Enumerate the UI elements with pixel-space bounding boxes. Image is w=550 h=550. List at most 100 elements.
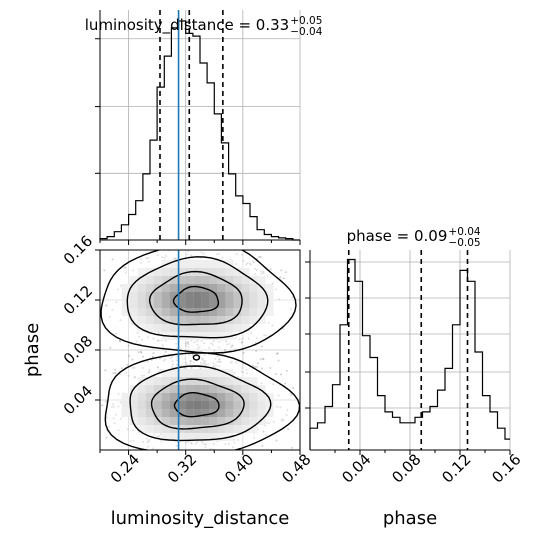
scatter-point (75, 372, 77, 374)
scatter-point (119, 284, 122, 287)
density-cell (177, 417, 186, 425)
density-cell (249, 284, 258, 292)
density-cell (201, 369, 210, 377)
scatter-point (260, 272, 263, 275)
scatter-point (108, 315, 111, 318)
density-cell (137, 324, 146, 332)
x-tick-label: 0.12 (438, 450, 474, 486)
scatter-point (308, 328, 310, 330)
density-cell (153, 393, 162, 401)
density-cell (201, 332, 210, 340)
scatter-point (255, 365, 258, 368)
scatter-point (89, 332, 91, 334)
scatter-point (241, 366, 244, 369)
density-cell (233, 377, 242, 385)
scatter-point (315, 310, 317, 312)
scatter-point (131, 358, 134, 361)
density-cell (265, 292, 274, 300)
scatter-point (172, 257, 175, 260)
scatter-point (170, 246, 172, 248)
scatter-point (290, 394, 293, 397)
scatter-point (204, 363, 207, 366)
scatter-point (135, 340, 138, 343)
scatter-point (184, 344, 187, 347)
scatter-point (221, 256, 224, 259)
hist-bin-phase (385, 412, 393, 450)
scatter-point (139, 350, 142, 353)
scatter-point (154, 463, 156, 465)
density-cell (241, 284, 250, 292)
scatter-point (210, 453, 212, 455)
hist-bin-luminosity-distance (200, 63, 207, 240)
scatter-point (133, 376, 136, 379)
density-cell (241, 276, 250, 284)
scatter-point (261, 444, 264, 447)
density-cell (185, 433, 194, 441)
scatter-point (192, 247, 194, 249)
density-cell (225, 417, 234, 425)
scatter-point (262, 430, 265, 433)
density-cell (177, 433, 186, 441)
density-cell (233, 409, 242, 417)
scatter-point (123, 266, 126, 269)
hist-bin-phase (430, 406, 438, 450)
scatter-point (129, 440, 132, 443)
scatter-point (203, 361, 206, 364)
density-cell (233, 425, 242, 433)
density-cell (121, 284, 130, 292)
scatter-point (203, 362, 206, 365)
density-cell (137, 409, 146, 417)
hist-bin-luminosity-distance (171, 28, 178, 240)
hist-bin-phase (333, 385, 341, 450)
scatter-point (228, 343, 231, 345)
scatter-point (305, 319, 307, 321)
scatter-point (212, 339, 215, 342)
density-cell (177, 409, 186, 417)
scatter-point (191, 353, 194, 356)
scatter-point (175, 257, 177, 260)
scatter-point (175, 363, 178, 366)
density-cell (209, 300, 218, 308)
density-cell (257, 276, 266, 284)
density-contour (129, 365, 272, 442)
density-cell (177, 284, 186, 292)
hist-bin-phase (400, 423, 408, 450)
density-cell (241, 425, 250, 433)
scatter-point (284, 382, 287, 385)
density-cell (137, 276, 146, 284)
density-cell (233, 385, 242, 393)
scatter-point (89, 419, 91, 421)
density-cell (145, 284, 154, 292)
scatter-point (146, 360, 149, 363)
density-cell (193, 401, 202, 409)
scatter-point (159, 368, 162, 371)
density-cell (249, 316, 258, 324)
density-cell (201, 276, 210, 284)
hist-bin-luminosity-distance (214, 114, 221, 240)
scatter-point (111, 308, 114, 311)
scatter-point (115, 332, 118, 335)
density-cell (217, 393, 226, 401)
density-cell (193, 332, 202, 340)
scatter-point (90, 269, 92, 271)
scatter-point (218, 358, 221, 361)
density-cell (153, 377, 162, 385)
density-cell (145, 308, 154, 316)
density-cell (201, 260, 210, 268)
scatter-point (118, 339, 121, 342)
density-cell (209, 268, 218, 276)
density-cell (129, 276, 138, 284)
density-cell (161, 417, 170, 425)
density-cell (257, 417, 266, 425)
density-cell (153, 308, 162, 316)
density-cell (137, 268, 146, 276)
scatter-point (185, 253, 188, 256)
scatter-point (81, 378, 83, 380)
density-cell (137, 401, 146, 409)
density-cell (201, 433, 210, 441)
density-cell (161, 377, 170, 385)
scatter-point (306, 412, 308, 414)
scatter-point (254, 272, 257, 275)
density-cell (193, 316, 202, 324)
density-cell (129, 284, 138, 292)
